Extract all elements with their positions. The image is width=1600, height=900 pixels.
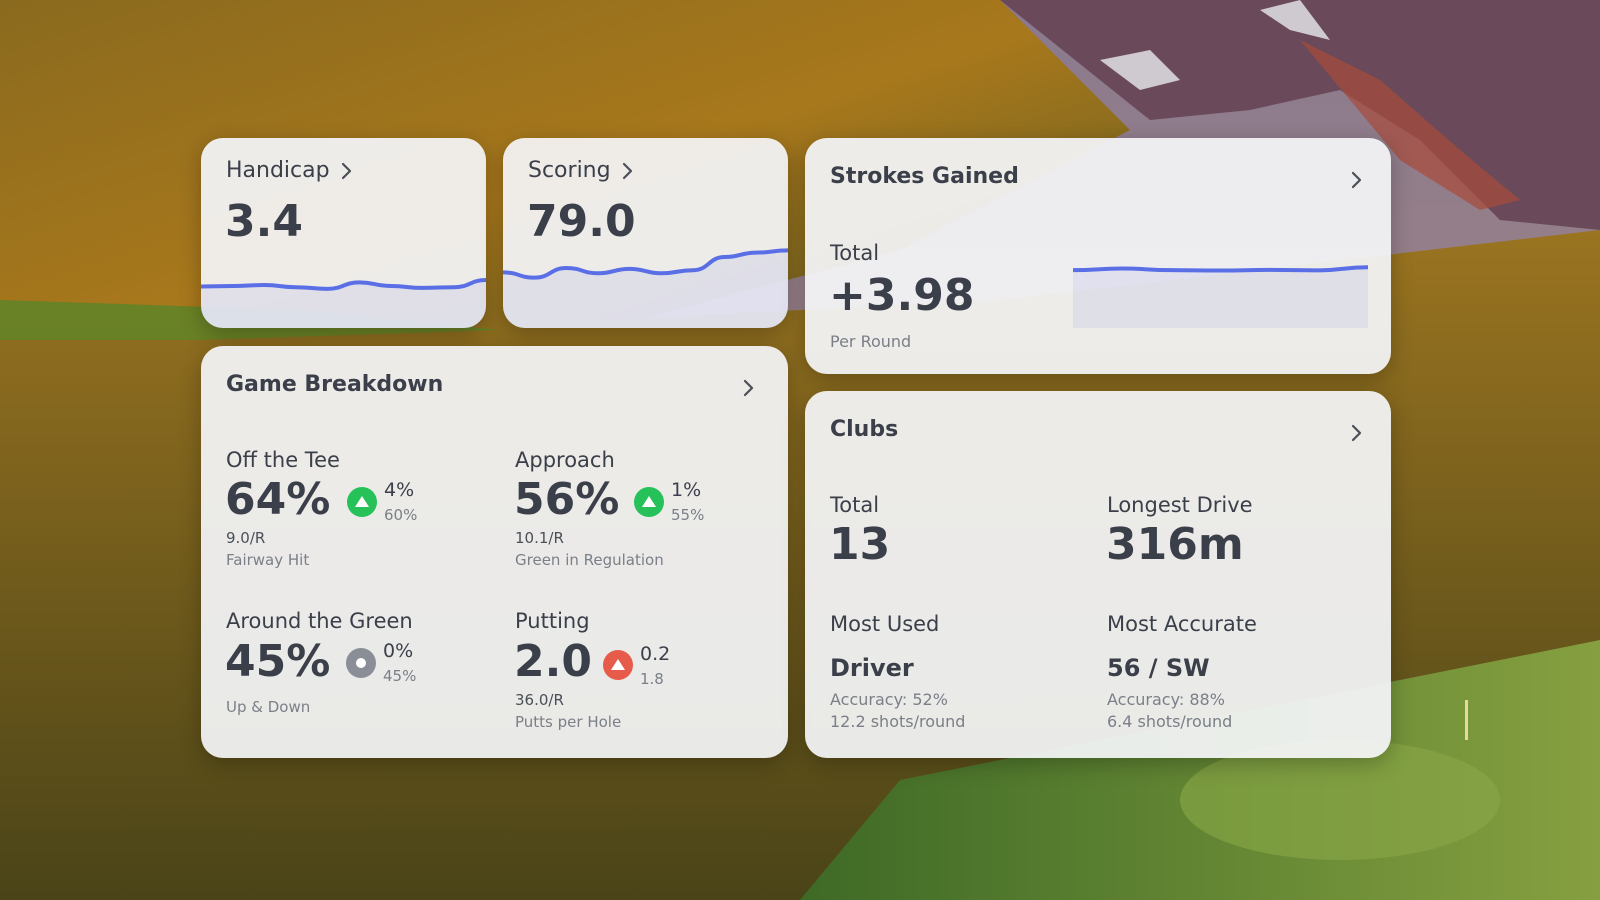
strokes-gained-chevron-right-icon[interactable] — [1347, 170, 1367, 190]
scoring-sparkline-line — [503, 248, 788, 280]
off-tee-per-round: 9.0/R — [226, 529, 266, 547]
around-green-value: 45% — [225, 636, 331, 687]
approach-label: Approach — [515, 448, 615, 472]
scoring-title: Scoring — [528, 158, 611, 183]
clubs-card[interactable]: Clubs Total 13 Longest Drive 316m Most U… — [805, 391, 1391, 758]
off-tee-value: 64% — [225, 474, 331, 525]
most-used-shots: 12.2 shots/round — [830, 712, 966, 731]
scoring-sparkline-area — [503, 250, 788, 328]
handicap-card[interactable]: Handicap 3.4 — [201, 138, 486, 328]
putting-label: Putting — [515, 609, 590, 633]
most-accurate-label: Most Accurate — [1107, 612, 1257, 636]
handicap-sparkline — [201, 278, 486, 328]
strokes-gained-card[interactable]: Strokes Gained Total +3.98 Per Round — [805, 138, 1391, 374]
around-green-baseline: 45% — [383, 667, 417, 685]
off-tee-trend-up-icon — [347, 487, 377, 517]
clubs-title: Clubs — [830, 417, 899, 442]
longest-drive-label: Longest Drive — [1107, 493, 1253, 517]
around-green-label: Around the Green — [226, 609, 413, 633]
handicap-value: 3.4 — [225, 196, 303, 247]
most-accurate-accuracy: Accuracy: 88% — [1107, 690, 1225, 709]
around-green-caption: Up & Down — [226, 698, 311, 716]
scoring-sparkline — [503, 248, 788, 328]
off-tee-delta: 4% — [384, 479, 415, 501]
longest-drive-value: 316m — [1106, 519, 1244, 570]
scoring-card[interactable]: Scoring 79.0 — [503, 138, 788, 328]
putting-trend-up-icon — [603, 650, 633, 680]
strokes-gained-unit: Per Round — [830, 332, 912, 351]
off-tee-baseline: 60% — [384, 506, 418, 524]
putting-per-round: 36.0/R — [515, 691, 564, 709]
clubs-chevron-right-icon[interactable] — [1347, 423, 1367, 443]
handicap-title: Handicap — [226, 158, 330, 183]
approach-value: 56% — [514, 474, 620, 525]
handicap-sparkline-area — [201, 280, 486, 328]
approach-per-round: 10.1/R — [515, 529, 564, 547]
most-accurate-club: 56 / SW — [1107, 654, 1210, 682]
strokes-gained-value: +3.98 — [829, 270, 975, 321]
approach-caption: Green in Regulation — [515, 551, 664, 569]
game-breakdown-chevron-right-icon[interactable] — [739, 378, 759, 398]
putting-caption: Putts per Hole — [515, 713, 622, 731]
putting-baseline: 1.8 — [640, 670, 664, 688]
around-green-neutral-icon — [346, 648, 376, 678]
strokes-gained-total-label: Total — [830, 241, 880, 265]
game-breakdown-card[interactable]: Game Breakdown Off the Tee 64% 4% 60% 9.… — [201, 346, 788, 758]
approach-baseline: 55% — [671, 506, 705, 524]
scoring-value: 79.0 — [527, 196, 636, 247]
strokes-gained-sparkline — [1073, 265, 1368, 328]
strokes-gained-sparkline-area — [1073, 267, 1368, 328]
most-used-accuracy: Accuracy: 52% — [830, 690, 948, 709]
strokes-gained-sparkline-line — [1073, 265, 1368, 273]
scoring-chevron-right-icon[interactable] — [618, 161, 638, 181]
off-tee-caption: Fairway Hit — [226, 551, 310, 569]
off-tee-label: Off the Tee — [226, 448, 340, 472]
most-used-label: Most Used — [830, 612, 940, 636]
approach-delta: 1% — [671, 479, 702, 501]
most-accurate-shots: 6.4 shots/round — [1107, 712, 1233, 731]
handicap-chevron-right-icon[interactable] — [337, 161, 357, 181]
game-breakdown-title: Game Breakdown — [226, 372, 444, 397]
approach-trend-up-icon — [634, 487, 664, 517]
strokes-gained-title: Strokes Gained — [830, 164, 1019, 189]
clubs-total-value: 13 — [829, 519, 891, 570]
most-used-club: Driver — [830, 654, 914, 682]
handicap-sparkline-line — [201, 278, 486, 291]
putting-value: 2.0 — [514, 636, 592, 687]
around-green-delta: 0% — [383, 640, 414, 662]
clubs-total-label: Total — [830, 493, 880, 517]
putting-delta: 0.2 — [640, 643, 671, 665]
